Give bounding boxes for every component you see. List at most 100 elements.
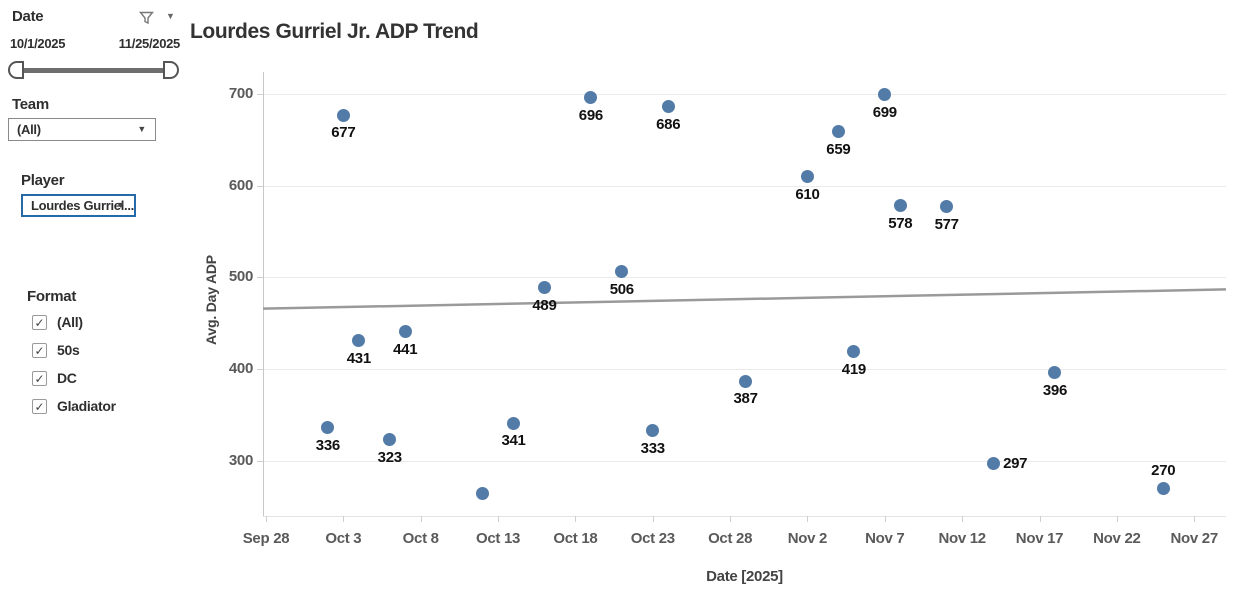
checkbox-all[interactable]: ✓ xyxy=(32,315,47,330)
x-tick-mark xyxy=(1116,516,1118,522)
checkbox-50s[interactable]: ✓ xyxy=(32,343,47,358)
data-point-label: 270 xyxy=(1151,462,1176,480)
y-tick-mark xyxy=(257,460,263,462)
x-tick-label: Oct 23 xyxy=(630,530,675,547)
y-tick-label: 500 xyxy=(228,268,253,286)
data-point[interactable] xyxy=(1156,481,1170,495)
checkbox-gladiator[interactable]: ✓ xyxy=(32,399,47,414)
data-point[interactable] xyxy=(878,88,892,102)
x-tick-label: Nov 22 xyxy=(1093,530,1141,547)
x-tick-label: Oct 13 xyxy=(476,530,521,547)
x-tick-mark xyxy=(652,516,654,522)
data-point[interactable] xyxy=(336,108,350,122)
x-tick-mark xyxy=(807,516,809,522)
x-tick-mark xyxy=(1194,516,1196,522)
data-point[interactable] xyxy=(584,91,598,105)
format-option-all[interactable]: ✓ (All) xyxy=(32,313,182,335)
x-tick-mark xyxy=(343,516,345,522)
data-point-label: 577 xyxy=(934,215,959,233)
data-point[interactable] xyxy=(847,345,861,359)
date-filter-title: Date xyxy=(12,8,44,25)
x-tick-label: Nov 7 xyxy=(865,530,905,547)
data-point-label: 578 xyxy=(888,214,913,232)
x-tick-label: Oct 3 xyxy=(325,530,362,547)
date-range-end: 11/25/2025 xyxy=(118,36,181,51)
data-point[interactable] xyxy=(831,125,845,139)
x-tick-mark xyxy=(575,516,577,522)
gridline-y-700 xyxy=(263,94,1226,96)
data-point-label: 396 xyxy=(1042,381,1068,399)
gridline-y-400 xyxy=(263,369,1226,371)
x-tick-label: Nov 27 xyxy=(1170,530,1218,547)
data-point[interactable] xyxy=(537,281,551,295)
format-option-gladiator[interactable]: ✓ Gladiator xyxy=(32,397,182,419)
gridline-y-600 xyxy=(263,185,1226,187)
chart-title: Lourdes Gurriel Jr. ADP Trend xyxy=(190,20,479,43)
data-point-label: 297 xyxy=(1003,454,1028,472)
y-tick-mark xyxy=(257,277,263,279)
team-dropdown[interactable]: (All) ▼ xyxy=(8,118,156,141)
data-point-label: 677 xyxy=(331,124,356,142)
data-point-label: 686 xyxy=(656,115,681,133)
format-option-label: DC xyxy=(57,370,77,386)
y-tick-mark xyxy=(257,185,263,187)
data-point-label: 336 xyxy=(315,436,340,454)
data-point-label: 333 xyxy=(640,439,665,457)
x-axis-line xyxy=(263,516,1226,517)
x-tick-mark xyxy=(884,516,886,522)
data-point-label: 610 xyxy=(795,185,820,203)
data-point[interactable] xyxy=(1048,366,1062,380)
x-tick-label: Nov 17 xyxy=(1015,530,1064,547)
data-point-label: 341 xyxy=(501,432,526,450)
format-filter-title: Format xyxy=(27,288,77,305)
y-tick-mark xyxy=(257,369,263,371)
team-dropdown-value: (All) xyxy=(17,122,41,137)
date-range-slider[interactable] xyxy=(8,60,179,80)
data-point[interactable] xyxy=(352,334,366,348)
slider-handle-right[interactable] xyxy=(163,61,179,79)
data-point[interactable] xyxy=(398,325,412,339)
checkbox-dc[interactable]: ✓ xyxy=(32,371,47,386)
data-point[interactable] xyxy=(383,433,397,447)
y-axis-line xyxy=(263,72,264,516)
x-tick-label: Nov 2 xyxy=(787,530,828,547)
x-tick-label: Sep 28 xyxy=(242,530,290,547)
data-point-label: 696 xyxy=(578,106,603,124)
slider-track[interactable] xyxy=(16,68,171,73)
data-point-label: 431 xyxy=(346,349,371,367)
x-tick-mark xyxy=(498,516,500,522)
date-filter-card-controls: ▼ xyxy=(138,9,184,27)
x-tick-mark xyxy=(730,516,732,522)
y-tick-label: 600 xyxy=(228,176,253,194)
y-tick-mark xyxy=(257,94,263,96)
gridline-y-500 xyxy=(263,277,1226,279)
data-point[interactable] xyxy=(940,200,954,214)
data-point[interactable] xyxy=(321,421,335,435)
filter-funnel-icon[interactable] xyxy=(138,10,155,26)
player-dropdown-value: Lourdes Gurriel... xyxy=(31,198,134,213)
format-option-50s[interactable]: ✓ 50s xyxy=(32,341,182,363)
data-point[interactable] xyxy=(661,100,675,114)
data-point[interactable] xyxy=(800,170,814,184)
date-range-start: 10/1/2025 xyxy=(10,36,66,51)
data-point[interactable] xyxy=(893,199,907,213)
y-tick-label: 700 xyxy=(228,85,253,103)
slider-handle-left[interactable] xyxy=(8,61,24,79)
x-tick-mark xyxy=(420,516,422,522)
data-point[interactable] xyxy=(646,424,660,438)
data-point-label: 387 xyxy=(733,390,758,408)
data-point[interactable] xyxy=(986,457,1000,471)
data-point[interactable] xyxy=(476,486,490,500)
filter-card-menu-caret-icon[interactable]: ▼ xyxy=(166,11,175,21)
format-option-dc[interactable]: ✓ DC xyxy=(32,369,182,391)
x-tick-label: Oct 28 xyxy=(708,530,753,547)
data-point-label: 419 xyxy=(841,360,866,378)
player-dropdown-caret-icon: ▼ xyxy=(116,200,125,210)
x-tick-label: Oct 8 xyxy=(402,530,439,547)
data-point[interactable] xyxy=(615,265,629,279)
data-point[interactable] xyxy=(507,416,521,430)
data-point[interactable] xyxy=(739,374,753,388)
team-dropdown-caret-icon: ▼ xyxy=(137,124,146,134)
player-dropdown[interactable]: Lourdes Gurriel... ▼ xyxy=(21,194,136,217)
